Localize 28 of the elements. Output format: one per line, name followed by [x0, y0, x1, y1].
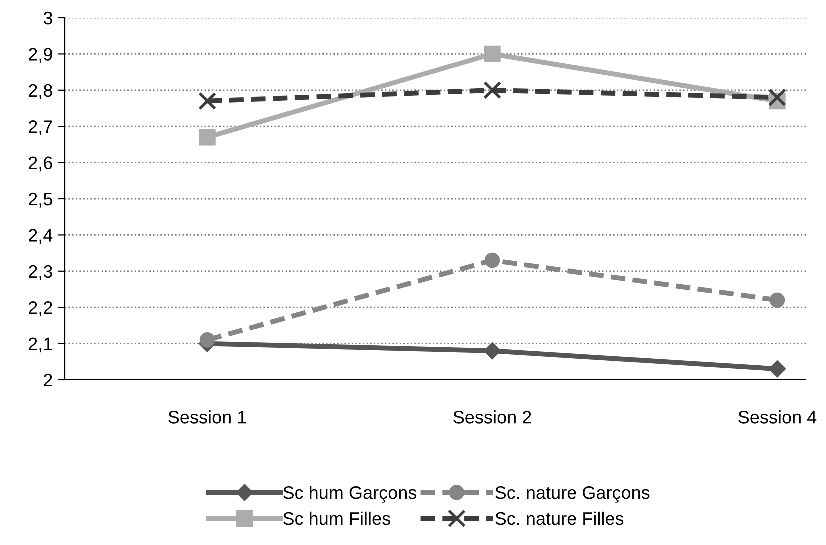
- point: [484, 46, 501, 63]
- point: [768, 360, 786, 378]
- y-tick-label: 2,2: [29, 302, 52, 316]
- y-tick-label: 2,8: [29, 84, 52, 100]
- legend-label: Sc hum Garçons: [284, 486, 417, 503]
- y-tick-label: 2,7: [29, 120, 52, 136]
- point: [198, 92, 217, 110]
- y-tick-label: 2,9: [29, 48, 52, 64]
- point: [199, 129, 216, 146]
- legend-label: Sc. nature Garçons: [496, 486, 650, 503]
- x-tick-label: Session 1: [168, 410, 246, 424]
- y-tick-label: 2,1: [29, 338, 52, 353]
- legend-label: Sc. nature Filles: [496, 512, 624, 526]
- y-tick-label: 2,3: [29, 265, 52, 280]
- x-tick-label: Session 2: [454, 410, 532, 424]
- point: [768, 88, 787, 107]
- y-tick-label: 2,4: [29, 229, 53, 244]
- y-tick-label: 2: [44, 374, 52, 387]
- y-tick-label: 2,5: [29, 192, 52, 208]
- y-tick-label: 2,6: [29, 156, 52, 172]
- point: [483, 81, 502, 100]
- point: [484, 342, 502, 360]
- y-tick-label: 3: [44, 12, 52, 25]
- legend-label: Sc hum Filles: [284, 512, 390, 526]
- point: [770, 292, 786, 308]
- x-tick-label: Session 4: [738, 410, 817, 424]
- point: [484, 252, 500, 268]
- point: [200, 332, 216, 348]
